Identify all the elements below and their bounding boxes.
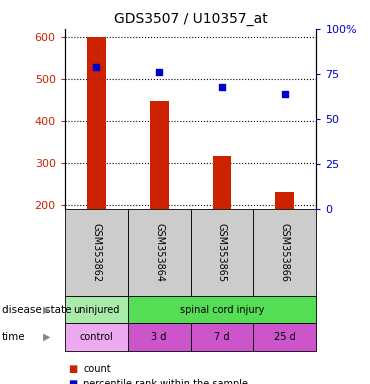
Text: ▶: ▶ xyxy=(43,305,50,314)
Text: control: control xyxy=(79,332,113,342)
Point xyxy=(93,64,99,70)
Text: GSM353864: GSM353864 xyxy=(154,223,164,282)
Text: 3 d: 3 d xyxy=(151,332,167,342)
Text: time: time xyxy=(2,332,26,342)
Text: ■: ■ xyxy=(68,364,78,374)
Bar xyxy=(87,37,106,209)
Text: 7 d: 7 d xyxy=(214,332,230,342)
Text: percentile rank within the sample: percentile rank within the sample xyxy=(83,379,248,384)
Point xyxy=(219,83,225,89)
Bar xyxy=(149,101,169,209)
Point xyxy=(156,69,162,75)
Text: spinal cord injury: spinal cord injury xyxy=(180,305,264,314)
Text: ▶: ▶ xyxy=(43,332,50,342)
Point xyxy=(282,91,288,97)
Text: GSM353862: GSM353862 xyxy=(91,223,101,282)
Text: disease state: disease state xyxy=(2,305,71,314)
Text: 25 d: 25 d xyxy=(274,332,296,342)
Text: count: count xyxy=(83,364,111,374)
Text: uninjured: uninjured xyxy=(73,305,120,314)
Bar xyxy=(275,192,295,209)
Text: GSM353865: GSM353865 xyxy=(217,223,227,282)
Text: ■: ■ xyxy=(68,379,78,384)
Bar xyxy=(212,156,232,209)
Text: GSM353866: GSM353866 xyxy=(280,223,290,282)
Title: GDS3507 / U10357_at: GDS3507 / U10357_at xyxy=(114,12,268,26)
